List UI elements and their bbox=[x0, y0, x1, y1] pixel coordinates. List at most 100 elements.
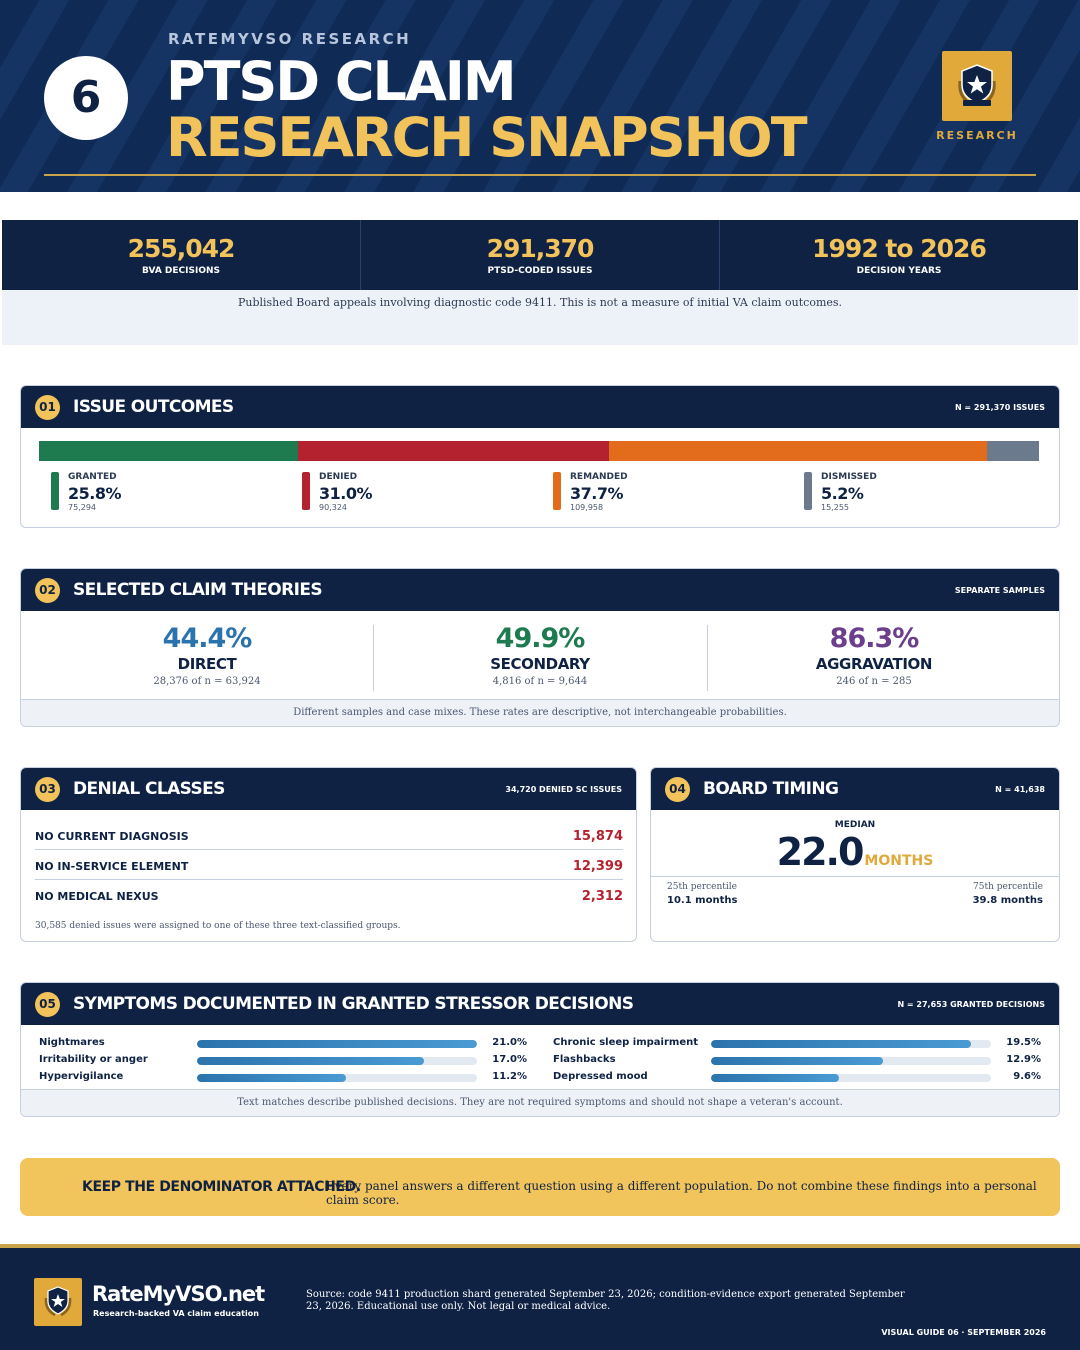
outcome-percent: 31.0% bbox=[319, 484, 373, 503]
footer-source: Source: code 9411 production shard gener… bbox=[306, 1289, 905, 1312]
outcome-count: 109,958 bbox=[570, 503, 604, 512]
outcome-count: 15,255 bbox=[821, 503, 849, 512]
theory-direct: 44.4% DIRECT 28,376 of n = 63,924 bbox=[41, 623, 373, 693]
panel-board-timing: 04 BOARD TIMING N = 41,638 MEDIAN 22.0 MO… bbox=[650, 767, 1060, 942]
panel-meta: N = 291,370 ISSUES bbox=[954, 403, 1045, 412]
panel-meta: N = 41,638 bbox=[995, 785, 1045, 794]
symptom-bar-track bbox=[711, 1040, 991, 1048]
shield-star-emblem-icon bbox=[942, 51, 1012, 121]
symptom-bar bbox=[711, 1074, 839, 1082]
panel-claim-theories: 02 SELECTED CLAIM THEORIES SEPARATE SAMP… bbox=[20, 568, 1060, 727]
outcome-segment-remanded bbox=[608, 441, 987, 461]
symptom-value: 11.2% bbox=[492, 1071, 527, 1082]
symptom-row: Flashbacks 12.9% bbox=[553, 1054, 1043, 1068]
panel-number: 03 bbox=[35, 777, 60, 802]
median-unit: MONTHS bbox=[864, 853, 934, 869]
theory-sample: 246 of n = 285 bbox=[836, 676, 912, 687]
panel-number: 04 bbox=[665, 777, 690, 802]
stat-value: 291,370 bbox=[486, 234, 595, 263]
symptom-bar bbox=[197, 1074, 347, 1082]
panel-note: 30,585 denied issues were assigned to on… bbox=[35, 921, 401, 931]
symptom-bar-track bbox=[711, 1057, 991, 1065]
stat-value: 1992 to 2026 bbox=[812, 234, 987, 263]
panel-header: 05 SYMPTOMS DOCUMENTED IN GRANTED STRESS… bbox=[21, 983, 1059, 1025]
symptom-value: 17.0% bbox=[492, 1054, 527, 1065]
symptom-label: Depressed mood bbox=[553, 1071, 648, 1082]
symptom-row: Depressed mood 9.6% bbox=[553, 1071, 1043, 1085]
symptom-row: Chronic sleep impairment 19.5% bbox=[553, 1037, 1043, 1051]
outcome-label: REMANDED bbox=[570, 472, 628, 482]
symptom-label: Flashbacks bbox=[553, 1054, 616, 1065]
theory-name: DIRECT bbox=[177, 655, 237, 673]
denial-label: NO IN-SERVICE ELEMENT bbox=[35, 860, 189, 873]
panel-symptoms: 05 SYMPTOMS DOCUMENTED IN GRANTED STRESS… bbox=[20, 982, 1060, 1117]
outcome-segment-dismissed bbox=[986, 441, 1039, 461]
panel-title: DENIAL CLASSES bbox=[73, 779, 225, 799]
stat-value: 255,042 bbox=[127, 234, 236, 263]
stat-decision-years: 1992 to 2026 DECISION YEARS bbox=[720, 220, 1078, 290]
symptom-label: Hypervigilance bbox=[39, 1071, 124, 1082]
denial-count: 2,312 bbox=[581, 889, 623, 904]
outcome-label: DENIED bbox=[319, 472, 358, 482]
denial-label: NO CURRENT DIAGNOSIS bbox=[35, 830, 189, 843]
panel-number: 05 bbox=[35, 992, 60, 1017]
theory-name: AGGRAVATION bbox=[815, 655, 933, 673]
panel-title: ISSUE OUTCOMES bbox=[73, 397, 234, 417]
panel-title: SELECTED CLAIM THEORIES bbox=[73, 580, 323, 600]
panel-meta: N = 27,653 GRANTED DECISIONS bbox=[897, 1000, 1045, 1009]
panel-footnote: Different samples and case mixes. These … bbox=[21, 699, 1059, 726]
median-readout: 22.0 MONTHS bbox=[651, 830, 1059, 874]
outcome-count: 75,294 bbox=[68, 503, 96, 512]
percentile-25: 25th percentile 10.1 months bbox=[667, 882, 737, 906]
stat-bva-decisions: 255,042 BVA DECISIONS bbox=[2, 220, 361, 290]
outcome-percent: 25.8% bbox=[68, 484, 122, 503]
symptom-bar-track bbox=[197, 1074, 477, 1082]
symptom-bar bbox=[197, 1040, 477, 1048]
symptom-bar-track bbox=[197, 1057, 477, 1065]
outcome-color-tick bbox=[804, 472, 812, 510]
panel-header: 02 SELECTED CLAIM THEORIES SEPARATE SAMP… bbox=[21, 569, 1059, 611]
panel-header: 03 DENIAL CLASSES 34,720 DENIED SC ISSUE… bbox=[21, 768, 636, 810]
panel-number: 01 bbox=[35, 395, 60, 420]
outcome-percent: 37.7% bbox=[570, 484, 624, 503]
symptom-bar bbox=[711, 1040, 971, 1048]
outcome-label: GRANTED bbox=[68, 472, 117, 482]
page-header: 6 RATEMYVSO RESEARCH PTSD CLAIM RESEARCH… bbox=[0, 0, 1080, 192]
stat-label: PTSD-CODED ISSUES bbox=[487, 266, 593, 276]
symptom-label: Chronic sleep impairment bbox=[553, 1037, 699, 1048]
percentile-label: 75th percentile bbox=[973, 882, 1043, 892]
page-title-line1: PTSD CLAIM bbox=[166, 50, 517, 113]
symptom-row: Hypervigilance 11.2% bbox=[39, 1071, 529, 1085]
panel-meta: 34,720 DENIED SC ISSUES bbox=[505, 785, 622, 794]
theory-rate: 44.4% bbox=[162, 623, 253, 654]
symptom-bar bbox=[711, 1057, 883, 1065]
symptom-row: Irritability or anger 17.0% bbox=[39, 1054, 529, 1068]
symptom-value: 21.0% bbox=[492, 1037, 527, 1048]
symptom-row: Nightmares 21.0% bbox=[39, 1037, 529, 1051]
divider bbox=[707, 625, 708, 691]
symptom-bar-track bbox=[711, 1074, 991, 1082]
panel-header: 01 ISSUE OUTCOMES N = 291,370 ISSUES bbox=[21, 386, 1059, 428]
callout-heading: KEEP THE DENOMINATOR ATTACHED. bbox=[82, 1179, 361, 1195]
stats-note-band bbox=[2, 290, 1078, 345]
median-label: MEDIAN bbox=[834, 820, 876, 830]
outcome-stacked-bar bbox=[39, 441, 1039, 461]
percentile-value: 39.8 months bbox=[972, 895, 1043, 906]
theory-rate: 86.3% bbox=[829, 623, 920, 654]
panel-footnote: Text matches describe published decision… bbox=[21, 1089, 1059, 1116]
outcome-label: DISMISSED bbox=[821, 472, 877, 482]
divider bbox=[373, 625, 374, 691]
page-footer: RateMyVSO.net Research-backed VA claim e… bbox=[0, 1244, 1080, 1350]
stats-note: Published Board appeals involving diagno… bbox=[237, 296, 843, 309]
panel-header: 04 BOARD TIMING N = 41,638 bbox=[651, 768, 1059, 810]
page-title-line2: RESEARCH SNAPSHOT bbox=[166, 106, 808, 169]
stat-ptsd-issues: 291,370 PTSD-CODED ISSUES bbox=[361, 220, 720, 290]
guide-number-badge: 6 bbox=[44, 56, 128, 140]
panel-issue-outcomes: 01 ISSUE OUTCOMES N = 291,370 ISSUES GRA… bbox=[20, 385, 1060, 528]
symptom-label: Irritability or anger bbox=[39, 1054, 148, 1065]
theory-sample: 4,816 of n = 9,644 bbox=[492, 676, 588, 687]
symptom-bar bbox=[197, 1057, 424, 1065]
denial-row: NO MEDICAL NEXUS 2,312 bbox=[35, 880, 623, 910]
percentile-label: 25th percentile bbox=[667, 882, 737, 892]
theory-secondary: 49.9% SECONDARY 4,816 of n = 9,644 bbox=[374, 623, 706, 693]
